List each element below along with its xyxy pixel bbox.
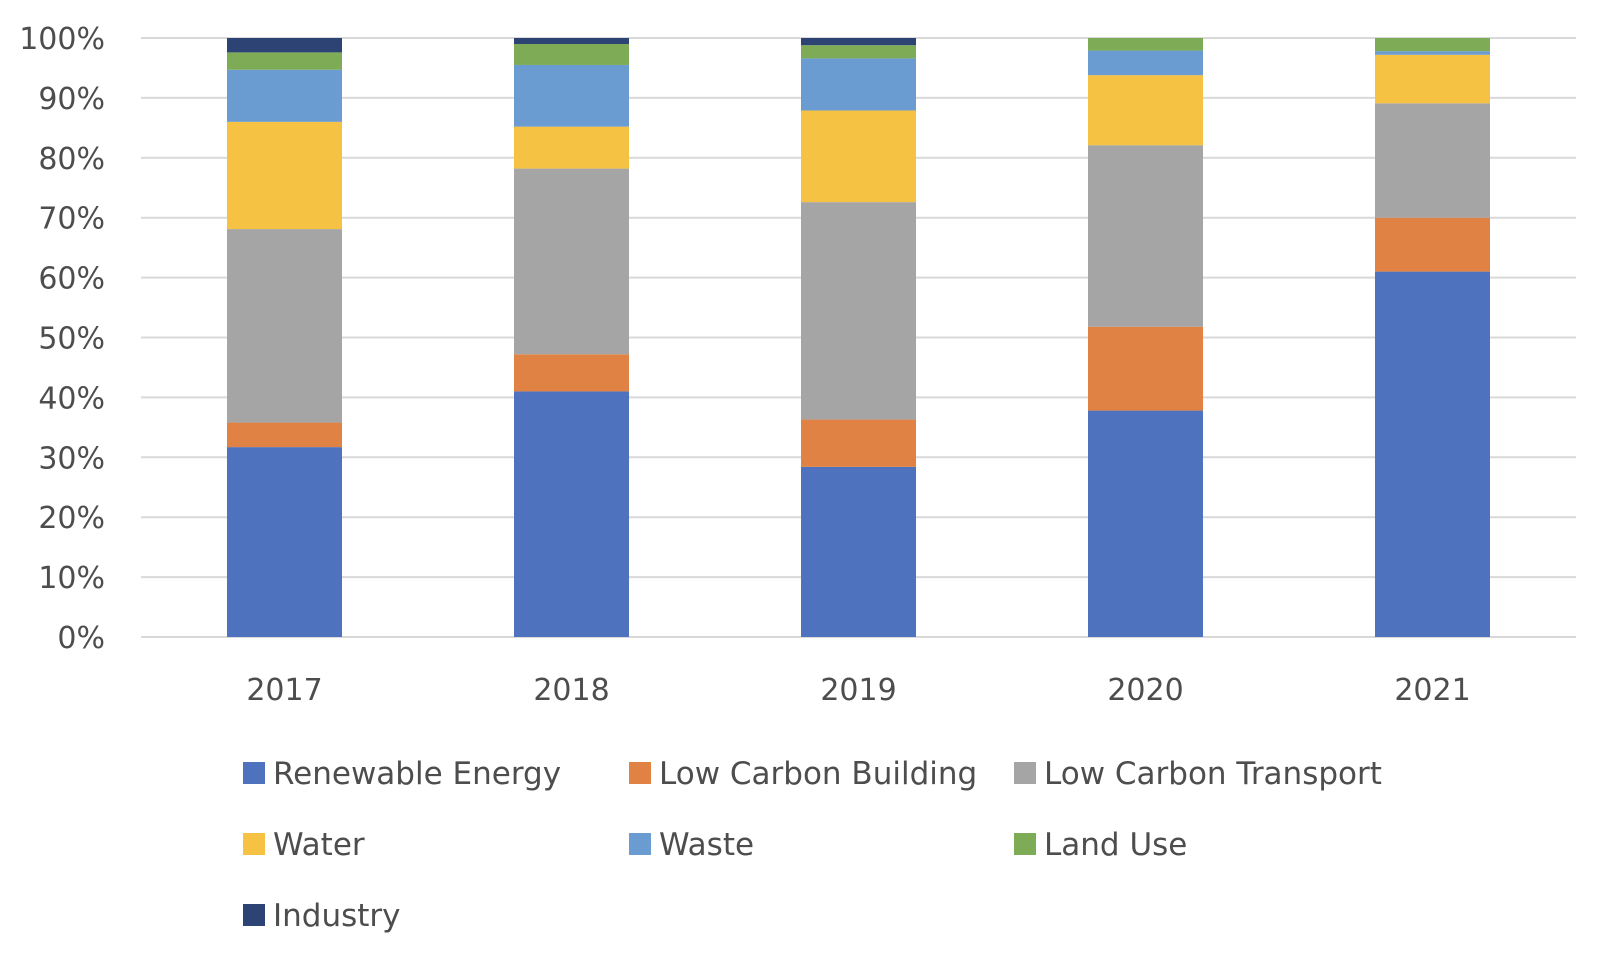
y-tick-label: 90% [38, 82, 105, 117]
legend-item-land-use: Land Use [1014, 827, 1187, 863]
bar-segment-2019-waste [801, 58, 916, 111]
bar-segment-2021-water [1375, 54, 1490, 104]
bar-segment-2020-land-use [1088, 38, 1203, 51]
bar-segment-2017-industry [227, 38, 342, 53]
bar-segment-2018-renewable-energy [514, 391, 629, 637]
y-tick-label: 60% [38, 262, 105, 297]
legend-item-low-carbon-building: Low Carbon Building [629, 756, 977, 792]
y-tick-label: 30% [38, 441, 105, 476]
legend-item-water: Water [243, 827, 365, 863]
y-tick-label: 50% [38, 322, 105, 357]
y-axis-ticks: 0% 10% 20% 30% 40% 50% 60% 70% 80% 90% 100% [19, 22, 105, 656]
bar-segment-2019-renewable-energy [801, 466, 916, 637]
bar-segment-2019-land-use [801, 45, 916, 59]
legend-item-industry: Industry [243, 898, 401, 934]
legend-label: Low Carbon Building [659, 756, 977, 792]
bar-segment-2020-water [1088, 75, 1203, 146]
bar-segment-2018-low-carbon-building [514, 354, 629, 392]
y-tick-label: 70% [38, 202, 105, 237]
bar-segment-2018-waste [514, 64, 629, 127]
legend: Renewable Energy Low Carbon Building Low C… [243, 756, 1382, 934]
bar-segment-2021-waste [1375, 51, 1490, 55]
y-tick-label: 100% [19, 22, 105, 57]
bar-segment-2021-low-carbon-transport [1375, 103, 1490, 218]
legend-swatch [243, 762, 265, 784]
legend-label: Low Carbon Transport [1044, 756, 1382, 792]
bar-segment-2017-low-carbon-transport [227, 229, 342, 423]
bar-segment-2018-low-carbon-transport [514, 168, 629, 355]
bar-segment-2017-renewable-energy [227, 447, 342, 637]
bar-segment-2017-low-carbon-building [227, 422, 342, 448]
legend-label: Industry [273, 898, 401, 934]
bar-segment-2020-waste [1088, 50, 1203, 76]
legend-swatch [1014, 833, 1036, 855]
legend-swatch [243, 833, 265, 855]
legend-item-low-carbon-transport: Low Carbon Transport [1014, 756, 1382, 792]
legend-label: Renewable Energy [273, 756, 561, 792]
bar-segment-2019-industry [801, 38, 916, 46]
y-tick-label: 80% [38, 142, 105, 177]
bar-segment-2020-renewable-energy [1088, 410, 1203, 637]
x-tick-label: 2018 [533, 673, 609, 708]
x-tick-label: 2017 [246, 673, 322, 708]
legend-label: Waste [659, 827, 754, 863]
bar-segment-2018-land-use [514, 43, 629, 65]
x-tick-label: 2020 [1107, 673, 1183, 708]
bar-segment-2017-land-use [227, 52, 342, 70]
bar-segment-2019-low-carbon-building [801, 419, 916, 467]
legend-item-renewable-energy: Renewable Energy [243, 756, 561, 792]
x-axis-ticks: 2017 2018 2019 2020 2021 [246, 673, 1470, 708]
y-tick-label: 0% [57, 621, 105, 656]
bar-segment-2019-low-carbon-transport [801, 202, 916, 420]
legend-swatch [1014, 762, 1036, 784]
bar-segment-2019-water [801, 110, 916, 203]
bar-segment-2017-waste [227, 69, 342, 122]
bar-segment-2021-land-use [1375, 38, 1490, 52]
bar-segment-2021-low-carbon-building [1375, 217, 1490, 272]
legend-label: Land Use [1044, 827, 1187, 863]
bar-segment-2020-low-carbon-building [1088, 326, 1203, 411]
y-tick-label: 20% [38, 501, 105, 536]
bar-segment-2021-renewable-energy [1375, 271, 1490, 637]
legend-swatch [243, 904, 265, 926]
legend-item-waste: Waste [629, 827, 754, 863]
legend-label: Water [273, 827, 365, 863]
x-tick-label: 2021 [1394, 673, 1470, 708]
legend-swatch [629, 762, 651, 784]
bars [227, 38, 1490, 637]
bar-segment-2020-low-carbon-transport [1088, 145, 1203, 327]
bar-segment-2018-industry [514, 38, 629, 44]
bar-segment-2017-water [227, 121, 342, 230]
y-tick-label: 40% [38, 381, 105, 416]
bar-segment-2018-water [514, 126, 629, 169]
x-tick-label: 2019 [820, 673, 896, 708]
y-tick-label: 10% [38, 561, 105, 596]
legend-swatch [629, 833, 651, 855]
